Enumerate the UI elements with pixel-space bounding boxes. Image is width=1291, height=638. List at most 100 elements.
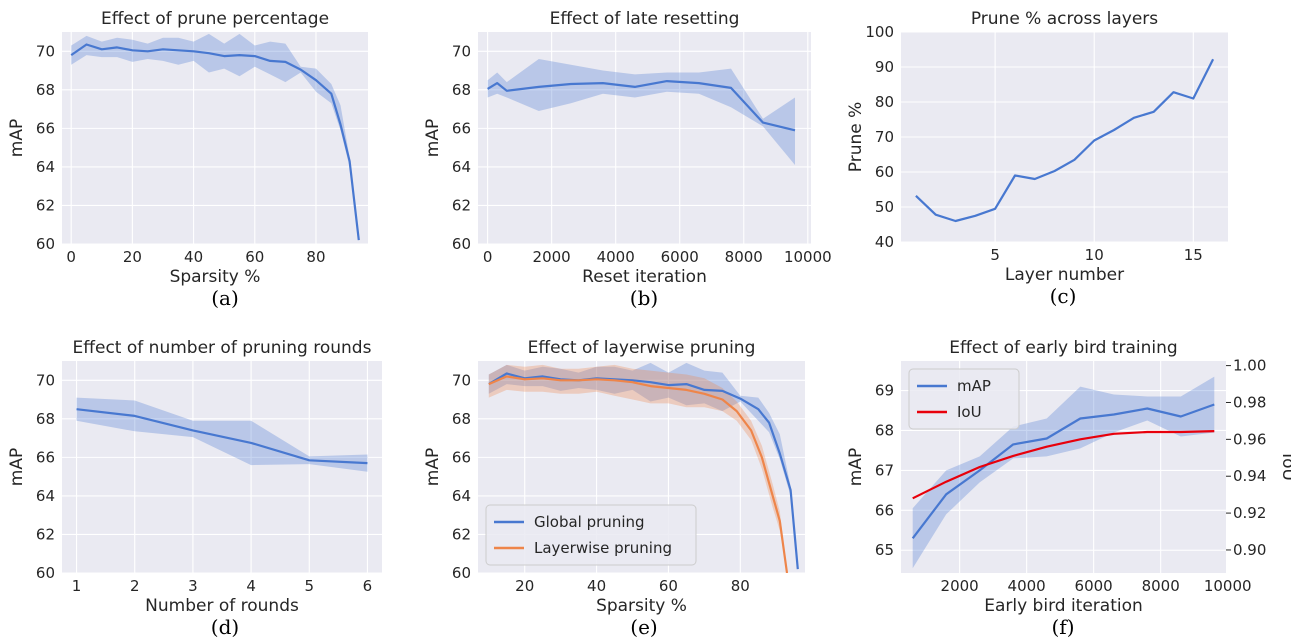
y-axis-label: Prune % xyxy=(846,102,866,173)
y-tick-label: 68 xyxy=(452,410,471,428)
y-tick-label: 50 xyxy=(875,198,894,216)
x-tick-label: 4000 xyxy=(1008,577,1046,595)
x-tick-label: 2000 xyxy=(941,577,979,595)
x-tick-label: 5 xyxy=(990,246,1000,264)
x-tick-label: 2 xyxy=(130,577,140,595)
x-axis-label: Sparsity % xyxy=(596,596,687,616)
y-tick-label: 66 xyxy=(452,448,471,466)
y-tick-label: 70 xyxy=(36,371,55,389)
chart-b: 0 2000 4000 6000 8000 10000 60 62 64 66 68 70 Effect… xyxy=(423,9,832,310)
y-tick-label: 66 xyxy=(36,119,55,137)
y-right-tick-label: 0.94 xyxy=(1233,467,1266,485)
x-tick-label: 3 xyxy=(188,577,198,595)
x-tick-label: 10 xyxy=(1085,246,1104,264)
x-tick-label: 6000 xyxy=(1075,577,1113,595)
x-tick-label: 10000 xyxy=(1204,577,1252,595)
y-axis-label: mAP xyxy=(7,448,27,486)
y-tick-label: 68 xyxy=(875,421,894,439)
y-tick-label: 69 xyxy=(875,382,894,400)
plot-area xyxy=(62,32,368,244)
y-tick-label: 67 xyxy=(875,461,894,479)
series-line xyxy=(911,403,1215,539)
y-tick-label: 60 xyxy=(36,564,55,582)
caption: (b) xyxy=(630,286,658,310)
y-axis-label: mAP xyxy=(7,119,27,157)
y-tick-label: 70 xyxy=(452,371,471,389)
legend-label: IoU xyxy=(957,403,982,421)
confidence-band xyxy=(71,33,359,241)
y-tick-label: 100 xyxy=(865,23,894,41)
y-axis-label: mAP xyxy=(846,448,866,486)
legend-label: Layerwise pruning xyxy=(534,539,672,557)
y-tick-label: 66 xyxy=(452,119,471,137)
x-tick-label: 20 xyxy=(123,248,142,266)
plot-marks xyxy=(915,58,1215,223)
y-tick-label: 68 xyxy=(36,410,55,428)
x-tick-label: 0 xyxy=(66,248,76,266)
legend-label: Global pruning xyxy=(534,513,645,531)
y-tick-label: 62 xyxy=(36,196,55,214)
chart-title: Effect of number of pruning rounds xyxy=(73,338,372,358)
y-tick-label: 66 xyxy=(875,501,894,519)
chart-a: 0 20 40 60 80 60 62 64 66 68 70 Effect of prune per… xyxy=(7,9,368,310)
x-tick-label: 0 xyxy=(483,248,493,266)
chart-c: 5 10 15 40 50 60 70 80 90 100 Prune % across layer… xyxy=(846,9,1228,308)
y-right-tick-label: 0.90 xyxy=(1233,541,1266,559)
series-line xyxy=(70,43,360,241)
x-tick-label: 4 xyxy=(246,577,256,595)
x-axis-label: Layer number xyxy=(1005,265,1124,285)
x-tick-label: 40 xyxy=(184,248,203,266)
x-axis-label: Early bird iteration xyxy=(984,596,1143,616)
y-tick-label: 64 xyxy=(36,158,55,176)
x-tick-label: 40 xyxy=(587,577,606,595)
plot-area xyxy=(478,32,811,244)
y-right-tick-label: 0.92 xyxy=(1233,504,1266,522)
confidence-band xyxy=(488,364,787,573)
y-tick-label: 40 xyxy=(875,233,894,251)
confidence-band xyxy=(76,397,368,472)
y-tick-label: 64 xyxy=(452,158,471,176)
plot-marks xyxy=(487,59,796,165)
plot-marks xyxy=(70,33,360,241)
legend-label: mAP xyxy=(957,377,991,395)
x-tick-label: 80 xyxy=(306,248,325,266)
y-tick-label: 60 xyxy=(875,163,894,181)
x-tick-label: 6 xyxy=(363,577,373,595)
y-tick-label: 70 xyxy=(875,128,894,146)
y-right-axis-label: IoU xyxy=(1278,453,1291,481)
caption: (e) xyxy=(630,615,657,638)
x-tick-label: 2000 xyxy=(533,248,571,266)
y-right-tick-label: 0.96 xyxy=(1233,430,1266,448)
confidence-band xyxy=(912,376,1215,569)
x-axis-label: Sparsity % xyxy=(170,267,261,287)
y-tick-label: 62 xyxy=(36,525,55,543)
x-tick-label: 15 xyxy=(1184,246,1203,264)
series-line xyxy=(488,375,789,573)
chart-title: Effect of prune percentage xyxy=(101,9,329,29)
y-tick-label: 60 xyxy=(452,564,471,582)
plot-marks xyxy=(488,362,799,573)
y-tick-label: 62 xyxy=(452,525,471,543)
caption: (d) xyxy=(211,615,239,638)
x-axis-label: Number of rounds xyxy=(145,596,299,616)
y-tick-label: 62 xyxy=(452,196,471,214)
series-line xyxy=(76,408,368,465)
chart-title: Effect of layerwise pruning xyxy=(528,338,756,358)
x-tick-label: 5 xyxy=(304,577,314,595)
chart-f: 2000 4000 6000 8000 10000 65 66 67 68 69 0.90 0.92 0… xyxy=(846,338,1291,638)
series-line xyxy=(488,372,799,570)
legend: Global pruning Layerwise pruning xyxy=(485,504,697,566)
series-line xyxy=(487,79,796,132)
y-axis-label: mAP xyxy=(423,119,443,157)
caption: (c) xyxy=(1050,284,1077,308)
caption: (f) xyxy=(1051,615,1074,638)
caption: (a) xyxy=(211,286,239,310)
plot-marks xyxy=(911,376,1215,569)
y-tick-label: 80 xyxy=(875,93,894,111)
x-tick-label: 8000 xyxy=(1142,577,1180,595)
x-tick-label: 4000 xyxy=(597,248,635,266)
y-right-tick-label: 0.98 xyxy=(1233,393,1266,411)
y-axis-label: mAP xyxy=(423,448,443,486)
series-line xyxy=(915,58,1215,223)
